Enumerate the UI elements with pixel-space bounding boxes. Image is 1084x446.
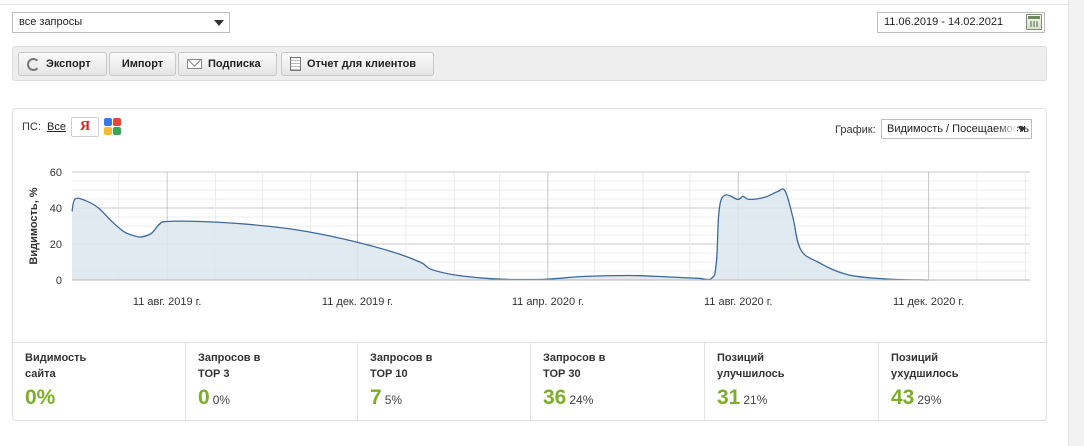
query-filter-select[interactable]: все запросы <box>12 12 230 33</box>
x-tick-label: 11 апр. 2020 г. <box>512 296 584 308</box>
stat-title-line2: улучшилось <box>717 368 785 380</box>
stat-title: Позиций ухудшилось <box>891 350 1046 382</box>
stat-title: Позиций улучшилось <box>717 350 878 382</box>
client-report-label: Отчет для клиентов <box>307 58 417 70</box>
y-tick-label: 0 <box>56 275 62 287</box>
stat-title-line1: Позиций <box>717 352 764 364</box>
stat-value: 43 29% <box>891 386 941 410</box>
x-tick-label: 11 авг. 2020 г. <box>704 296 772 308</box>
export-label: Экспорт <box>46 58 91 70</box>
export-icon <box>27 57 40 71</box>
visibility-chart: 0 20 40 60 11 авг. 2019 г. 11 дек. 2019 г. 11 … <box>28 167 1030 308</box>
top-divider <box>0 4 1070 5</box>
stat-title-line2: ТОР 10 <box>370 368 408 380</box>
search-engine-label: ПС: <box>22 121 41 133</box>
y-tick-label: 20 <box>50 239 62 251</box>
stat-title-line2: сайта <box>25 368 56 380</box>
import-button[interactable]: Импорт <box>109 52 176 76</box>
stat-number: 7 <box>370 386 382 409</box>
stat-title: Запросов в ТОР 10 <box>370 350 530 382</box>
graph-type-label: График: <box>835 124 876 136</box>
stat-percent: 5% <box>384 393 403 407</box>
stat-number: 0% <box>25 386 56 409</box>
calendar-icon[interactable] <box>1026 14 1042 30</box>
graph-type-select[interactable]: Видимость / Посещаемость <box>881 119 1032 139</box>
stat-percent: 21% <box>743 393 768 407</box>
stat-number: 31 <box>717 386 741 409</box>
stat-value: 0% <box>25 386 58 410</box>
visibility-area <box>72 188 929 280</box>
y-axis-title: Видимость, % <box>28 187 40 264</box>
google-icon[interactable] <box>104 118 122 135</box>
stat-number: 43 <box>891 386 915 409</box>
stat-title: Видимость сайта <box>25 350 185 382</box>
subscribe-label: Подписка <box>208 58 261 70</box>
stat-worsened: Позиций ухудшилось 43 29% <box>878 343 1046 421</box>
stat-title-line1: Запросов в <box>370 352 433 364</box>
chevron-down-icon <box>1018 127 1026 132</box>
y-tick-label: 40 <box>50 203 62 215</box>
stat-percent: 0% <box>212 393 231 407</box>
page-scrollbar[interactable] <box>1068 0 1084 446</box>
stat-title: Запросов в ТОР 3 <box>198 350 357 382</box>
stat-visibility: Видимость сайта 0% <box>13 343 185 421</box>
stat-top10: Запросов в ТОР 10 7 5% <box>357 343 530 421</box>
export-button[interactable]: Экспорт <box>18 52 107 76</box>
select-fade <box>997 120 1017 138</box>
all-engines-link[interactable]: Все <box>47 121 66 133</box>
client-report-button[interactable]: Отчет для клиентов <box>281 52 434 76</box>
stat-value: 36 24% <box>543 386 593 410</box>
stat-percent: 24% <box>569 393 594 407</box>
yandex-icon[interactable]: Я <box>71 117 99 137</box>
stat-top30: Запросов в ТОР 30 36 24% <box>530 343 704 421</box>
chevron-down-icon <box>214 20 224 26</box>
stat-title-line2: ТОР 30 <box>543 368 581 380</box>
notebook-icon <box>290 57 301 71</box>
stats-panel: Видимость сайта 0% Запросов в ТОР 3 0 0% За… <box>12 342 1047 421</box>
stat-percent: 29% <box>917 393 942 407</box>
stat-number: 36 <box>543 386 567 409</box>
x-tick-label: 11 дек. 2019 г. <box>322 296 393 308</box>
stat-title-line2: ТОР 3 <box>198 368 230 380</box>
stat-top3: Запросов в ТОР 3 0 0% <box>185 343 357 421</box>
stat-title-line1: Видимость <box>25 352 87 364</box>
stat-number: 0 <box>198 386 210 409</box>
stat-value: 7 5% <box>370 386 402 410</box>
stat-value: 31 21% <box>717 386 767 410</box>
y-tick-label: 60 <box>50 167 62 179</box>
import-label: Импорт <box>121 58 164 70</box>
stat-title-line2: ухудшилось <box>891 368 959 380</box>
toolbar: Экспорт Импорт Подписка Отчет для клиент… <box>12 46 1047 81</box>
stat-title-line1: Позиций <box>891 352 938 364</box>
stat-title-line1: Запросов в <box>543 352 606 364</box>
mail-icon <box>187 59 202 69</box>
query-filter-value: все запросы <box>19 16 83 28</box>
stat-title-line1: Запросов в <box>198 352 261 364</box>
x-tick-label: 11 дек. 2020 г. <box>893 296 964 308</box>
stat-improved: Позиций улучшилось 31 21% <box>704 343 878 421</box>
graph-type-value: Видимость / Посещаемость <box>887 123 1030 135</box>
stat-title: Запросов в ТОР 30 <box>543 350 704 382</box>
stat-value: 0 0% <box>198 386 230 410</box>
subscribe-button[interactable]: Подписка <box>178 52 277 76</box>
date-range-field[interactable]: 11.06.2019 - 14.02.2021 <box>877 12 1045 33</box>
x-tick-label: 11 авг. 2019 г. <box>133 296 201 308</box>
date-range-value: 11.06.2019 - 14.02.2021 <box>884 16 1004 28</box>
